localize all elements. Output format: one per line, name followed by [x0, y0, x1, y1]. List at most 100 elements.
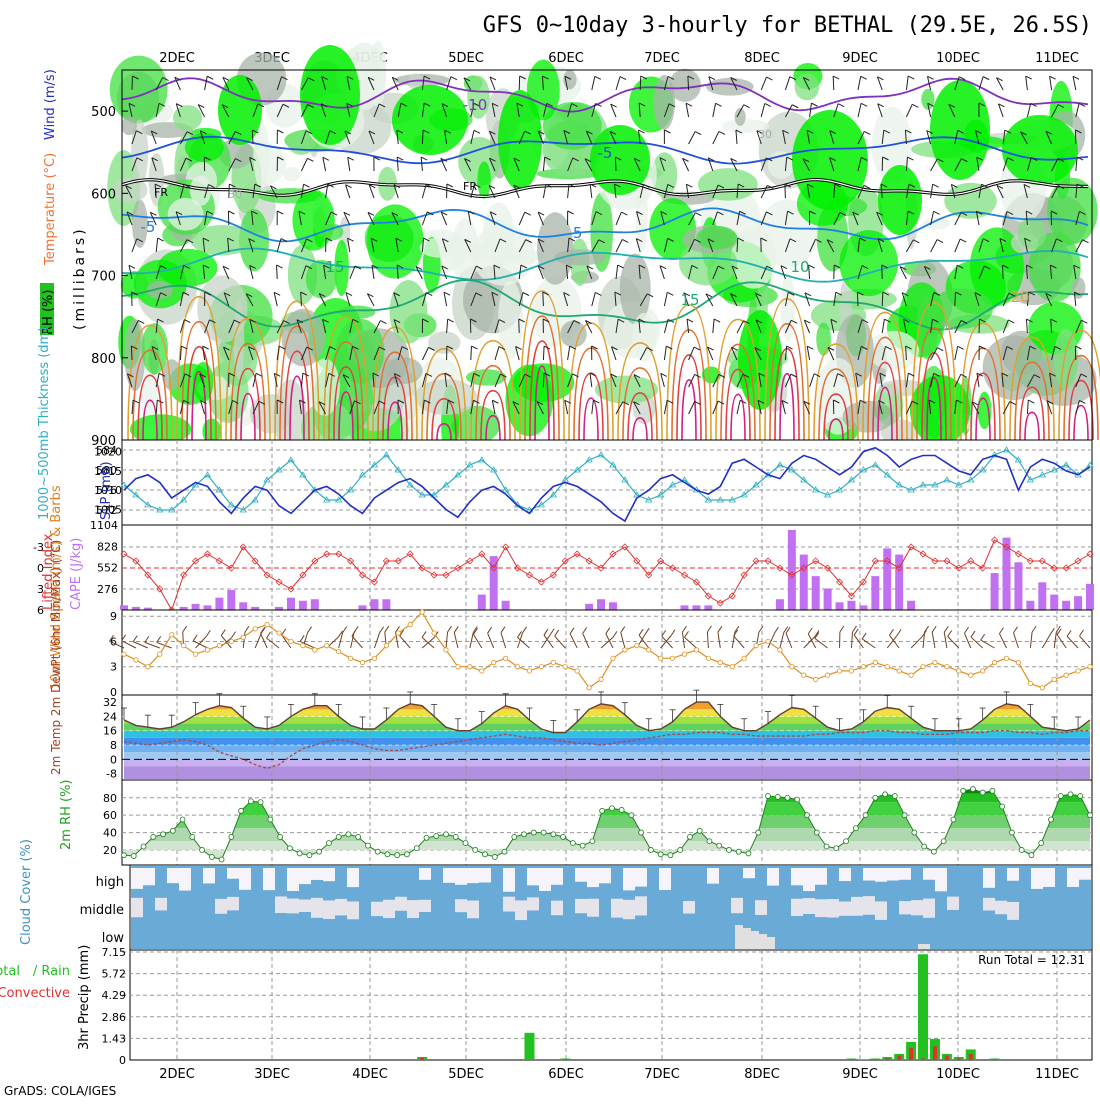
- wind-barb: [543, 346, 544, 360]
- rh-marker: [834, 846, 839, 851]
- rh-marker: [414, 846, 419, 851]
- temperature-legend-label: Temperature (°C): [43, 153, 58, 266]
- wind-barb: [882, 265, 883, 279]
- rh-marker: [863, 813, 868, 818]
- cape-bar: [311, 599, 319, 610]
- temp-tick: 8: [110, 739, 117, 752]
- rh-shade-blob: [292, 190, 334, 251]
- cloud-low-clear: [735, 925, 743, 949]
- rh-shade-blob: [283, 167, 301, 182]
- temp-band: [122, 745, 1092, 752]
- date-label-bottom: 10DEC: [936, 1067, 980, 1082]
- temp-2m-axis-label: 2m Temp 2m DewPt (6hr Min/Max) (°C): [49, 540, 63, 775]
- pressure-tick-label: 600: [91, 187, 116, 202]
- rh-marker: [502, 849, 507, 854]
- rh-marker: [883, 792, 888, 797]
- rh-marker: [736, 849, 741, 854]
- cape-tick: 1104: [90, 519, 118, 532]
- cloud-high-clear: [539, 868, 551, 891]
- cloud-mid-clear: [311, 898, 323, 918]
- rh-marker: [609, 806, 614, 811]
- wind-speed-marker: [241, 635, 245, 639]
- wind-speed-marker: [325, 643, 329, 647]
- wind-speed-marker: [360, 660, 364, 664]
- rh-marker: [122, 853, 127, 858]
- cloud-high-clear: [923, 868, 935, 880]
- cloud-mid-clear: [467, 901, 479, 919]
- rh-marker: [209, 854, 214, 859]
- contour-label: 15: [680, 291, 699, 309]
- wind-speed-marker: [647, 648, 651, 652]
- rh-marker: [941, 839, 946, 844]
- cloud-mid-clear: [899, 901, 911, 914]
- cloud-high-clear: [839, 868, 851, 881]
- cape-bar: [800, 555, 808, 610]
- wind-speed-marker: [921, 665, 925, 669]
- cape-bar: [847, 601, 855, 610]
- date-label-bottom: 8DEC: [744, 1067, 780, 1082]
- cloud-mid-clear: [815, 899, 827, 917]
- wind-tick: 3: [110, 661, 117, 674]
- cloud-mid-clear: [323, 900, 335, 919]
- wind-speed-marker: [670, 656, 674, 660]
- cloud-mid-clear: [131, 898, 143, 917]
- rh-marker: [131, 854, 136, 859]
- wind-speed-marker: [957, 669, 961, 673]
- temp-band: [122, 752, 1092, 759]
- cloud-mid-clear: [155, 898, 167, 911]
- rh-marker: [600, 808, 605, 813]
- rh-marker: [1068, 792, 1073, 797]
- cloud-mid-clear: [635, 896, 647, 915]
- panel-precip-frame: [130, 950, 1092, 1060]
- rh-shade-blob: [560, 321, 587, 348]
- rh-marker: [970, 787, 975, 792]
- contour-label: -5: [598, 144, 613, 162]
- precip-total-bar: [524, 1033, 534, 1060]
- rh-shade-blob: [110, 56, 168, 124]
- rh-marker: [551, 832, 556, 837]
- cloud-high-clear: [815, 868, 827, 885]
- cloud-high-clear: [875, 868, 887, 882]
- precip-convective-bar: [885, 1058, 889, 1060]
- rh-marker: [873, 795, 878, 800]
- rh-marker: [717, 843, 722, 848]
- cape-bar: [681, 605, 689, 610]
- rh-marker: [570, 841, 575, 846]
- contour-label: 10: [790, 258, 809, 276]
- contour-label: 30: [758, 128, 772, 141]
- temp-tick: 24: [103, 710, 117, 723]
- wind-barb: [471, 346, 472, 360]
- cloud-mid-clear: [551, 901, 563, 916]
- rh-marker: [170, 828, 175, 833]
- rh-marker: [239, 808, 244, 813]
- rh-shade-blob: [1018, 217, 1047, 249]
- cloud-high-clear: [1079, 868, 1091, 880]
- rh-marker: [463, 841, 468, 846]
- wind-speed-marker: [980, 669, 984, 673]
- cape-bar: [215, 598, 223, 610]
- wind-speed-marker: [992, 660, 996, 664]
- precip-convective-bar: [957, 1058, 961, 1060]
- rh-tick: 60: [103, 809, 117, 822]
- pressure-tick-label: 500: [91, 105, 116, 120]
- wind-speed-marker: [396, 631, 400, 635]
- contour-label: -10: [463, 96, 488, 114]
- cloud-high-clear: [299, 868, 311, 884]
- cloud-mid-clear: [455, 899, 467, 912]
- rh-marker: [1039, 841, 1044, 846]
- rh-marker: [853, 826, 858, 831]
- wind-speed-marker: [420, 610, 424, 614]
- precip-tick: 5.72: [102, 968, 127, 981]
- rh-marker: [1088, 813, 1093, 818]
- rh-marker: [892, 794, 897, 799]
- wind-speed-marker: [408, 622, 412, 626]
- cloud-high-clear: [527, 868, 539, 885]
- wind-barb: [252, 130, 253, 144]
- cloud-mid-clear: [875, 901, 887, 920]
- rh-tick: 40: [103, 827, 117, 840]
- rh-marker: [200, 847, 205, 852]
- wind-speed-marker: [837, 669, 841, 673]
- wind-speed-marker: [814, 677, 818, 681]
- cape-tick: 828: [97, 540, 118, 553]
